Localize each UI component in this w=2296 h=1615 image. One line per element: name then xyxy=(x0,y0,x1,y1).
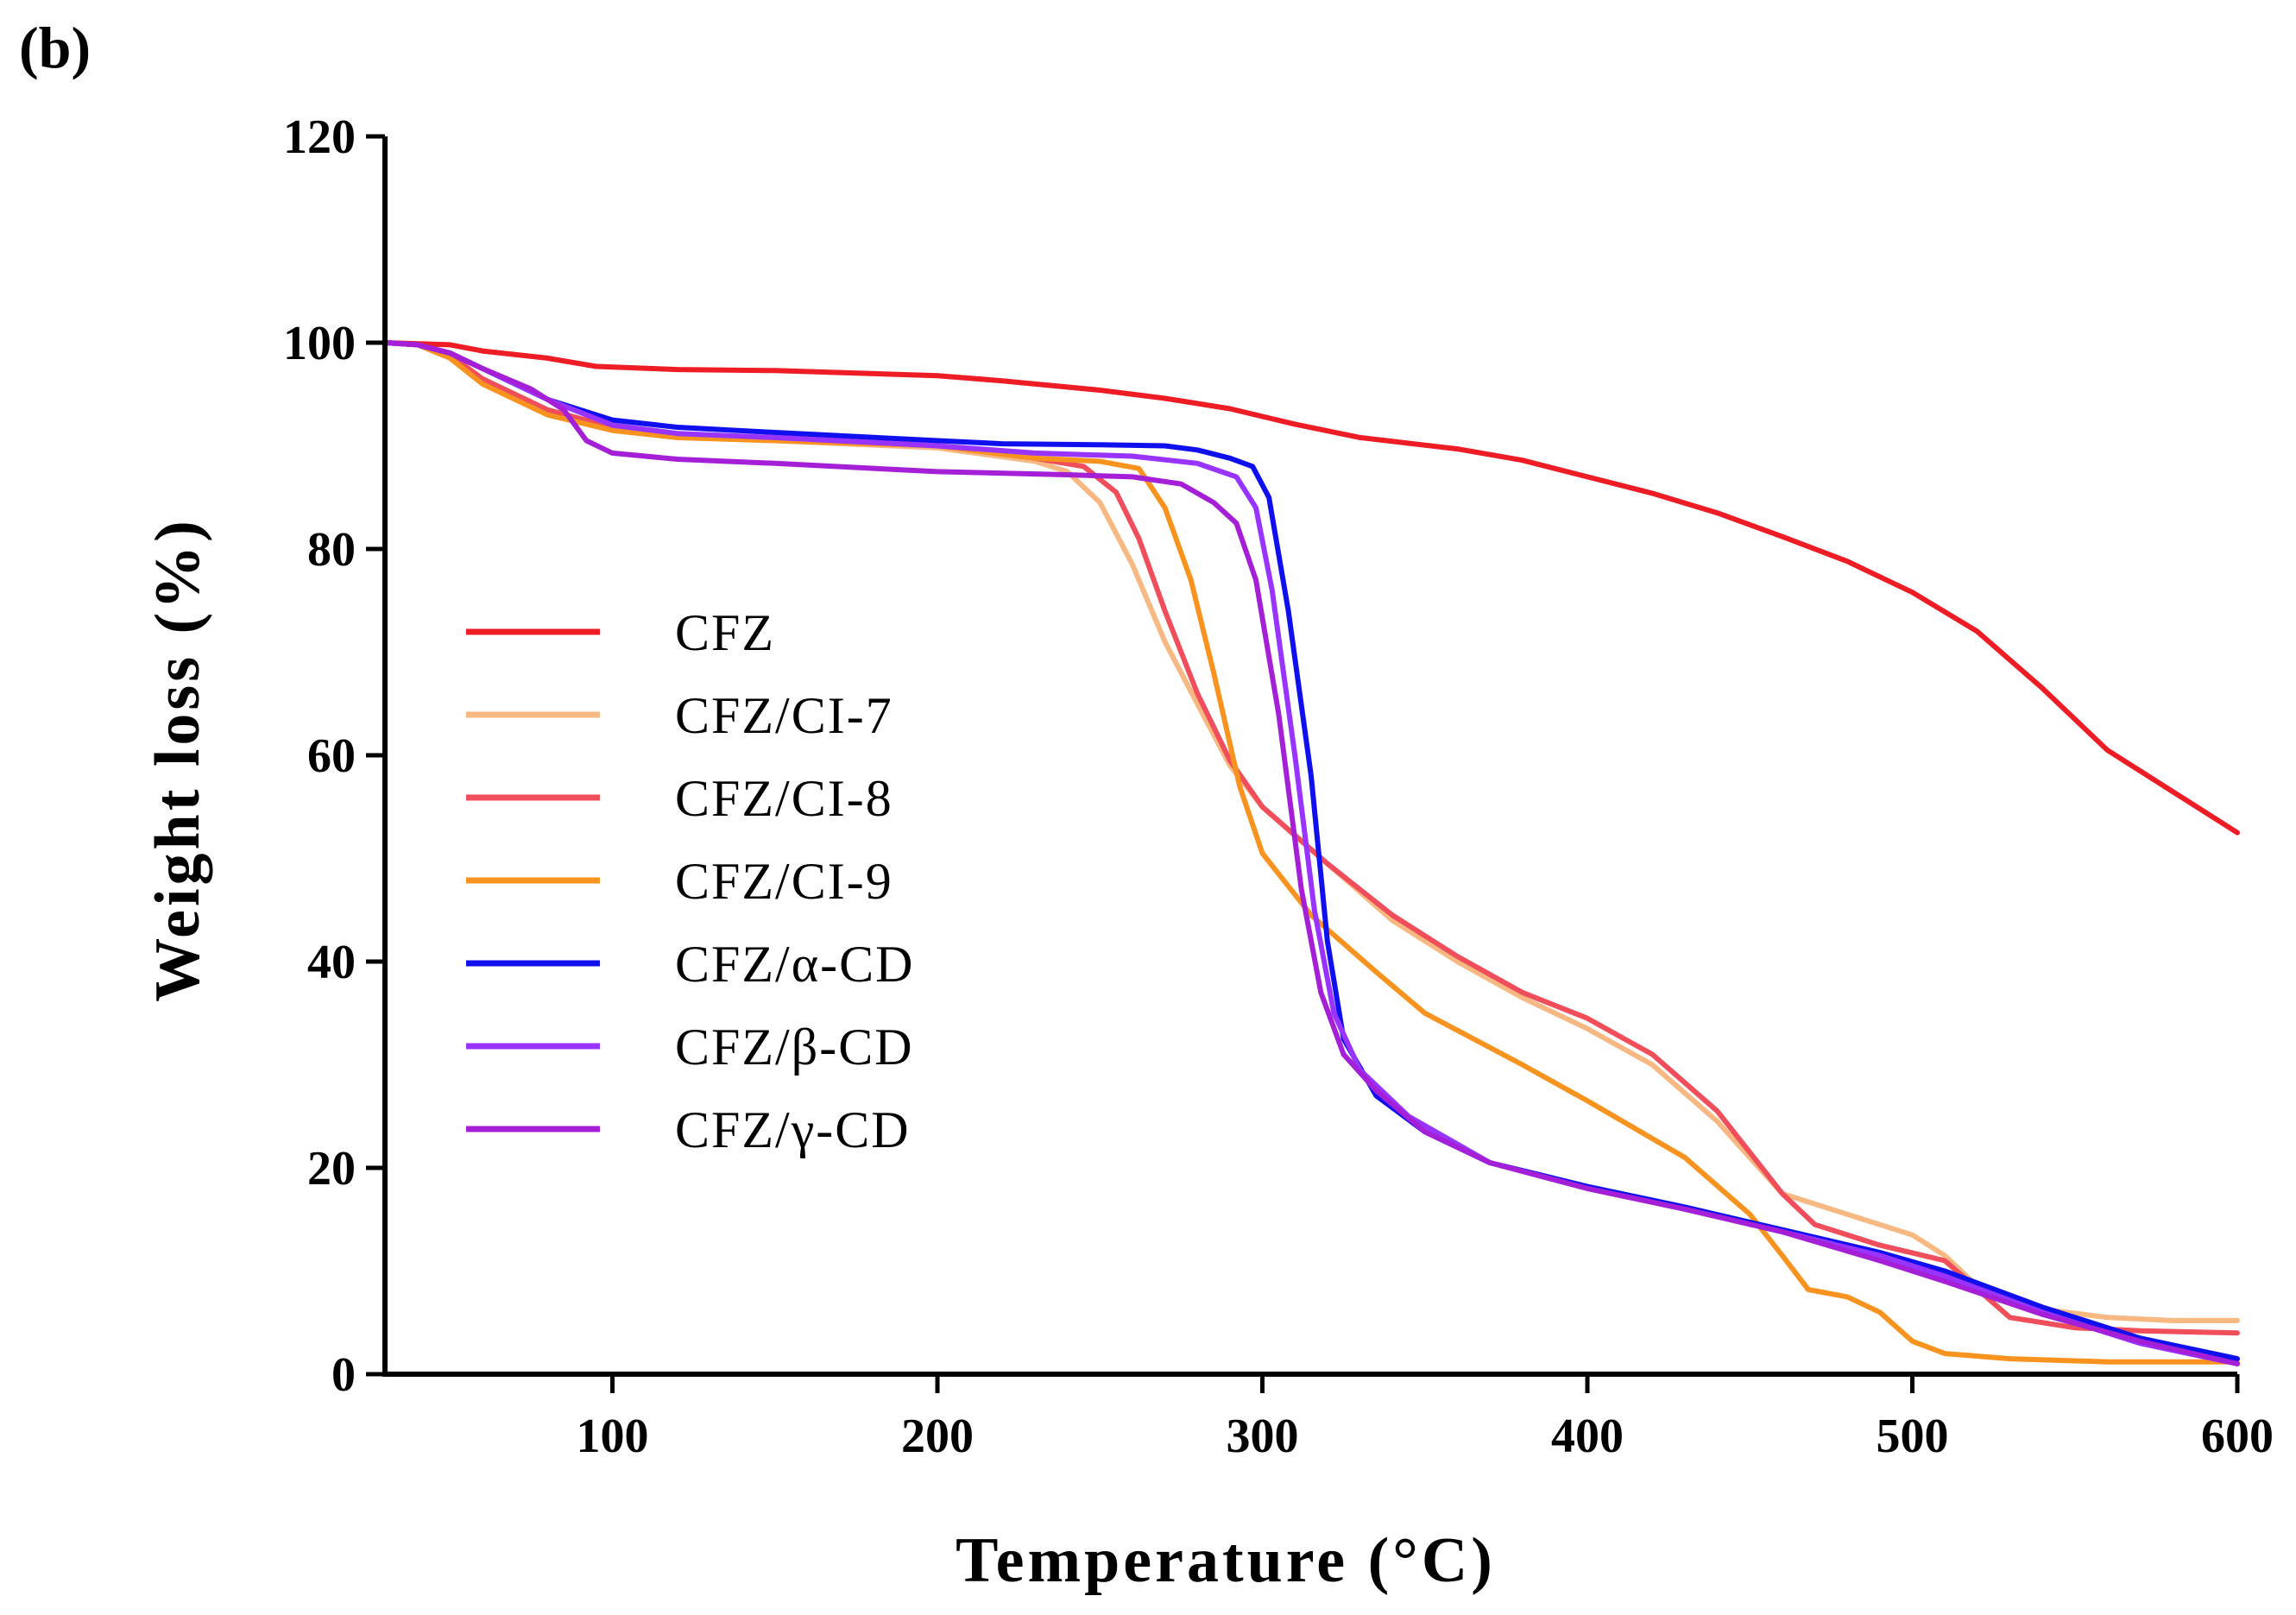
series-group xyxy=(382,340,2240,1366)
y-tick-label: 60 xyxy=(307,729,356,783)
legend-item: CFZ/α-CD xyxy=(466,936,914,993)
y-tick-label: 100 xyxy=(283,317,356,370)
series-line-cfz-cd xyxy=(382,340,2240,1366)
legend-label: CFZ xyxy=(675,604,775,661)
plot-area: 0 20 40 60 80 100 120 100 200 300 400 500 600 xyxy=(283,110,2274,1463)
x-tick-label: 500 xyxy=(1877,1410,1949,1463)
legend-label: CFZ/β-CD xyxy=(675,1019,914,1076)
series-line-cfz-ci-7 xyxy=(382,340,2240,1323)
panel-label: (b) xyxy=(19,15,91,80)
legend-label: CFZ/γ-CD xyxy=(675,1101,911,1158)
x-axis-title: Temperature (°C) xyxy=(956,1525,1496,1596)
y-tick-label: 80 xyxy=(307,523,356,577)
legend-label: CFZ/α-CD xyxy=(675,936,914,993)
x-tick-label: 400 xyxy=(1551,1410,1624,1463)
legend-label: CFZ/CI-9 xyxy=(675,853,893,910)
y-axis-title: Weight loss (%) xyxy=(142,517,213,1002)
series-line-cfz-ci-8 xyxy=(382,340,2240,1336)
y-tick-label: 20 xyxy=(307,1142,356,1195)
x-tick-label: 600 xyxy=(2201,1410,2274,1463)
legend-item: CFZ/β-CD xyxy=(466,1019,914,1076)
x-ticks: 100 200 300 400 500 600 xyxy=(577,1374,2274,1463)
x-tick-label: 200 xyxy=(901,1410,974,1463)
legend-item: CFZ/CI-9 xyxy=(466,853,893,910)
y-tick-label: 120 xyxy=(283,110,356,164)
legend-label: CFZ/CI-8 xyxy=(675,770,893,827)
y-tick-label: 0 xyxy=(331,1348,356,1402)
series-line-cfz-cd xyxy=(382,340,2240,1366)
legend-item: CFZ/CI-8 xyxy=(466,770,893,827)
y-ticks: 0 20 40 60 80 100 120 xyxy=(283,110,385,1402)
series-line-cfz xyxy=(382,340,2240,836)
legend-item: CFZ xyxy=(466,604,775,661)
x-tick-label: 300 xyxy=(1227,1410,1299,1463)
series-line-cfz-ci-9 xyxy=(382,340,2240,1365)
y-tick-label: 40 xyxy=(307,936,356,989)
legend-item: CFZ/γ-CD xyxy=(466,1101,911,1158)
x-tick-label: 100 xyxy=(577,1410,649,1463)
legend-item: CFZ/CI-7 xyxy=(466,687,893,744)
legend: CFZ CFZ/CI-7 CFZ/CI-8 CFZ/CI-9 CFZ/α-CD CFZ/β… xyxy=(466,604,914,1158)
legend-label: CFZ/CI-7 xyxy=(675,687,893,744)
